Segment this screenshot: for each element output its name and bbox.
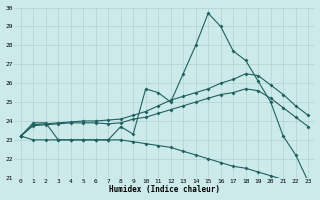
X-axis label: Humidex (Indice chaleur): Humidex (Indice chaleur) <box>109 185 220 194</box>
